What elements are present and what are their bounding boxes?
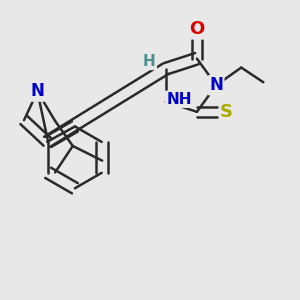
Text: H: H: [143, 54, 156, 69]
Text: O: O: [189, 20, 205, 38]
Text: N: N: [31, 82, 44, 100]
Text: S: S: [220, 103, 233, 121]
Text: N: N: [209, 76, 223, 94]
Text: NH: NH: [166, 92, 192, 107]
